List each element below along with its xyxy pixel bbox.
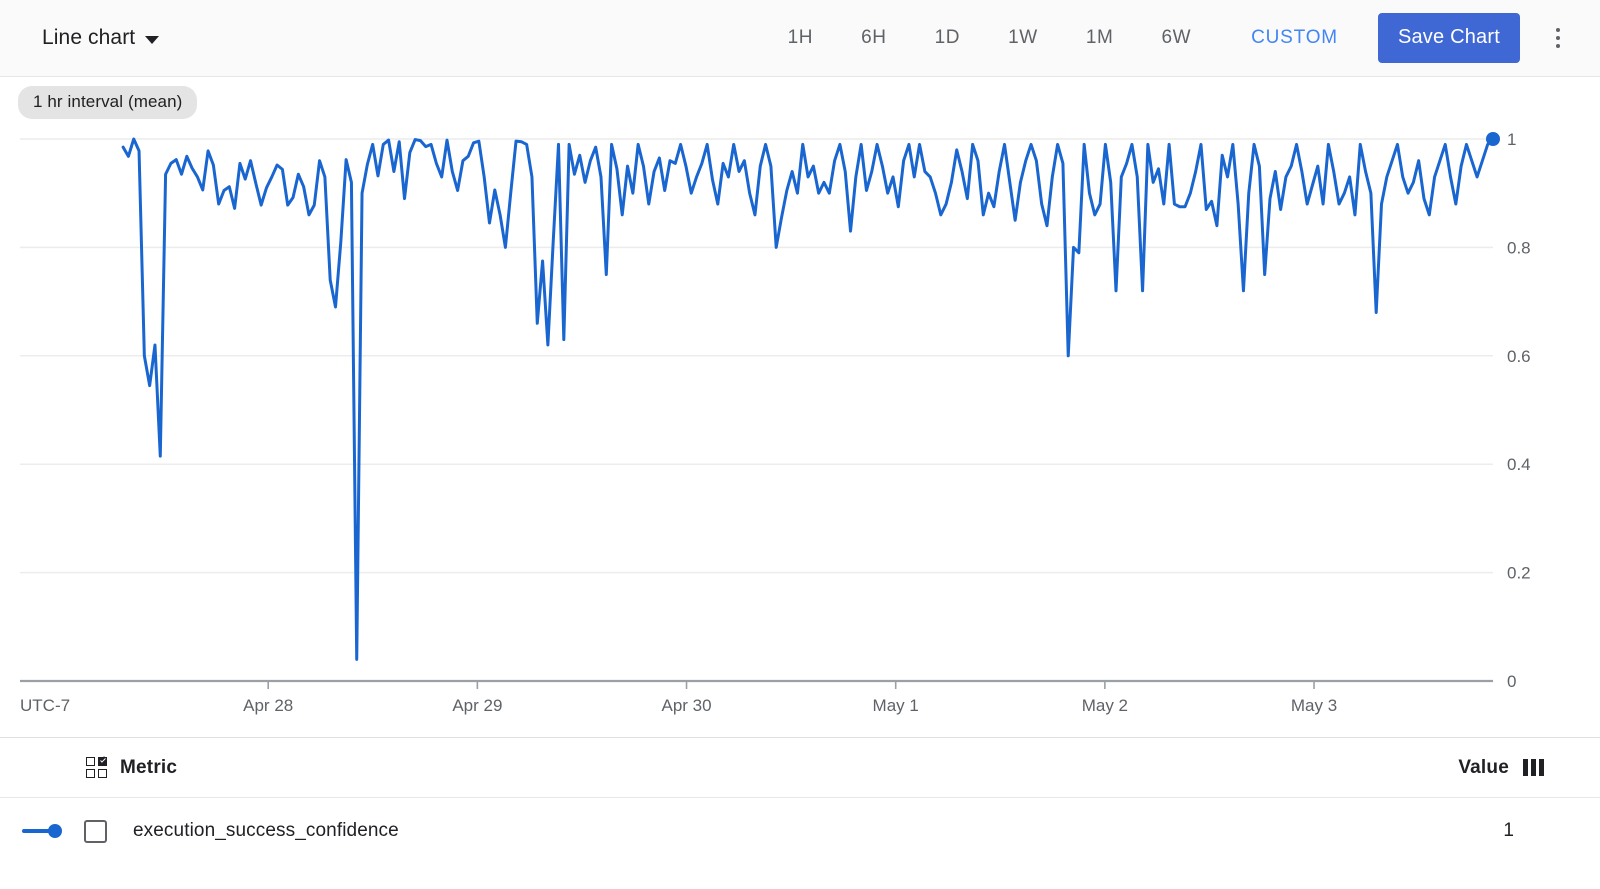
grid-checkbox-icon[interactable] xyxy=(86,756,108,779)
y-tick-label: 0 xyxy=(1507,672,1516,691)
chart-plot-area[interactable]: 0 0.2 0.4 0.6 0.8 1 Apr 28 Apr 29 Apr 30 May 1 Ma… xyxy=(0,127,1600,737)
legend-table-header: Metric Value xyxy=(0,738,1600,798)
chart-type-label: Line chart xyxy=(42,26,136,49)
chart-gridlines xyxy=(20,138,1493,574)
value-column-label: Value xyxy=(1458,756,1509,778)
series-value-label: 1 xyxy=(1503,820,1514,841)
grid-cell-top-right-checked xyxy=(98,756,107,766)
y-tick-label: 0.4 xyxy=(1507,455,1531,474)
columns-bar xyxy=(1531,759,1536,776)
x-tick-label: May 2 xyxy=(1082,696,1128,715)
chart-y-tick-labels: 0 0.2 0.4 0.6 0.8 1 xyxy=(1507,130,1531,691)
range-button-1m[interactable]: 1M xyxy=(1076,19,1124,57)
metric-column-header[interactable]: Metric xyxy=(86,756,178,779)
interval-chip[interactable]: 1 hr interval (mean) xyxy=(18,85,198,119)
series-name-label: execution_success_confidence xyxy=(133,820,399,841)
columns-bar xyxy=(1523,759,1528,776)
chart-toolbar: Line chart 1H 6H 1D 1W 1M 6W CUSTOM Save… xyxy=(0,0,1600,77)
x-tick-label: May 3 xyxy=(1291,696,1337,715)
range-button-1d[interactable]: 1D xyxy=(925,19,971,57)
chart-x-tick-labels: Apr 28 Apr 29 Apr 30 May 1 May 2 May 3 UTC-7 xyxy=(20,696,1337,715)
timezone-label: UTC-7 xyxy=(20,696,70,715)
y-tick-label: 0.6 xyxy=(1507,347,1531,366)
y-tick-label: 0.8 xyxy=(1507,238,1531,257)
series-checkbox[interactable] xyxy=(84,819,107,843)
x-tick-label: Apr 29 xyxy=(452,696,502,715)
range-button-1w[interactable]: 1W xyxy=(998,19,1048,57)
chart-series-layer xyxy=(121,132,1500,661)
line-chart-svg: 0 0.2 0.4 0.6 0.8 1 Apr 28 Apr 29 Apr 30 May 1 Ma… xyxy=(20,130,1531,715)
grid-cell-bottom-left xyxy=(86,768,95,778)
more-vert-dot xyxy=(1556,44,1560,48)
range-button-1h[interactable]: 1H xyxy=(778,19,824,57)
y-tick-label: 0.2 xyxy=(1507,564,1531,583)
series-dot-swatch xyxy=(48,824,62,838)
value-column-header[interactable]: Value xyxy=(1458,757,1544,779)
grid-cell-bottom-right xyxy=(98,768,107,778)
y-tick-label: 1 xyxy=(1507,130,1516,149)
series-end-marker xyxy=(1486,132,1500,146)
legend-table: Metric Value execution_success_confidenc… xyxy=(0,737,1600,864)
series-line-swatch xyxy=(22,829,50,833)
range-button-6w[interactable]: 6W xyxy=(1151,19,1201,57)
x-tick-label: May 1 xyxy=(873,696,919,715)
range-button-custom[interactable]: CUSTOM xyxy=(1241,19,1348,57)
more-vert-dot xyxy=(1556,28,1560,32)
range-button-6h[interactable]: 6H xyxy=(851,19,897,57)
chart-axes xyxy=(20,679,1493,689)
more-vert-icon[interactable] xyxy=(1536,16,1580,60)
x-tick-label: Apr 30 xyxy=(661,696,711,715)
series-color-swatch xyxy=(22,824,62,838)
interval-row: 1 hr interval (mean) xyxy=(0,77,1600,127)
x-tick-label: Apr 28 xyxy=(243,696,293,715)
series-line xyxy=(121,137,1495,661)
grid-cell-top-left xyxy=(86,756,95,766)
chevron-down-icon xyxy=(145,35,160,44)
save-chart-button[interactable]: Save Chart xyxy=(1377,13,1520,63)
time-range-buttons: 1H 6H 1D 1W 1M 6W CUSTOM xyxy=(764,19,1374,57)
chart-type-selector[interactable]: Line chart xyxy=(42,26,160,50)
metric-column-label: Metric xyxy=(120,756,178,778)
columns-icon[interactable] xyxy=(1523,759,1544,776)
columns-bar xyxy=(1539,759,1544,776)
legend-row[interactable]: execution_success_confidence 1 xyxy=(0,798,1600,864)
more-vert-dot xyxy=(1556,36,1560,40)
